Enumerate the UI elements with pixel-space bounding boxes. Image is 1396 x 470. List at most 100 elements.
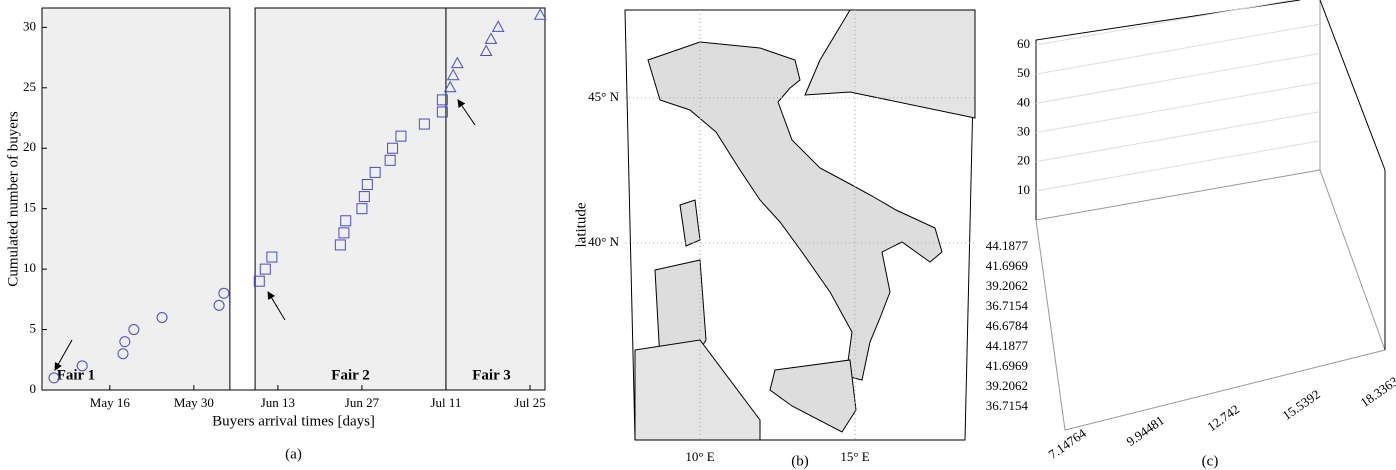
fair-region — [445, 7, 546, 391]
point — [259, 263, 271, 275]
y-tick-label: 40° N — [588, 234, 619, 249]
x-tick-label: 18.3363 — [1358, 373, 1396, 410]
z-tick-label: 40 — [1017, 94, 1030, 109]
point — [213, 299, 225, 311]
point — [48, 372, 60, 384]
z-tick-label: 60 — [1017, 36, 1030, 51]
z-tick-label: 50 — [1017, 65, 1030, 80]
y-tick-label: 30 — [23, 18, 36, 33]
point — [533, 8, 547, 20]
x-tick-label: 15.5392 — [1280, 386, 1323, 423]
fair-region — [41, 7, 231, 391]
italy — [647, 41, 943, 381]
grid-line — [1035, 111, 1321, 163]
point — [451, 56, 464, 69]
x-axis-label: Buyers arrival times [days] — [212, 413, 375, 429]
point — [334, 239, 346, 251]
panel-label: (a) — [285, 446, 302, 462]
y-axis-label: Cumulated number of buyers — [5, 111, 21, 287]
fair-region — [254, 7, 447, 391]
y-tick-label: 46.6784 — [986, 318, 1029, 333]
x-tick-label: May 30 — [174, 395, 214, 410]
arrow — [457, 99, 476, 126]
x-tick-label: Jun 13 — [261, 395, 295, 410]
y-tick-label: 39.2062 — [986, 278, 1028, 293]
point — [119, 336, 131, 348]
point — [369, 166, 381, 178]
point — [128, 324, 140, 336]
x-tick-label: 7.14764 — [1046, 425, 1090, 462]
panel-label: (b) — [791, 453, 809, 469]
point — [395, 130, 407, 142]
z-tick-label: 30 — [1017, 123, 1030, 138]
arrow — [267, 291, 286, 321]
point — [338, 227, 350, 239]
point — [384, 154, 396, 166]
point — [436, 106, 448, 118]
fair-label: Fair 1 — [57, 367, 95, 383]
point — [436, 94, 448, 106]
x-tick-label: 10° E — [685, 449, 714, 464]
panel-a: Fair 1 Fair 2 Fair 3 0 5 10 15 20 25 30 May 16 May … — [5, 7, 547, 462]
point — [156, 311, 168, 323]
z-tick-label: 10 — [1017, 182, 1030, 197]
y-tick-label: 44.1877 — [986, 338, 1029, 353]
grid-line — [1035, 52, 1321, 104]
y-tick-label: 45° N — [588, 89, 619, 104]
panel-c: 10 20 30 40 50 60 44.1877 41.6969 39.2062 36.7154… — [986, 0, 1396, 469]
base-plane — [1035, 169, 1386, 431]
panel-b: 10° E15° E40° N45° Nlongitudelatitude(b) — [573, 9, 976, 469]
y-tick-label: 0 — [30, 381, 37, 396]
z-tick-label: 20 — [1017, 153, 1030, 168]
x-tick-label: 15° E — [840, 449, 869, 464]
panel-label: (c) — [1202, 453, 1219, 469]
x-tick-label: May 16 — [90, 395, 131, 410]
y-tick-label: 41.6969 — [986, 258, 1028, 273]
x-tick-label: Jul 25 — [514, 395, 545, 410]
point — [484, 32, 498, 44]
point — [356, 203, 368, 215]
y-tick-label: 15 — [23, 200, 36, 215]
grid-line — [1035, 0, 1295, 46]
y-tick-label: 10 — [23, 260, 36, 275]
point — [443, 80, 457, 93]
point — [218, 287, 230, 299]
y-tick-label: 36.7154 — [986, 298, 1029, 313]
point — [76, 360, 88, 372]
grid-line — [1035, 82, 1321, 133]
box-edge — [1035, 0, 1301, 220]
y-tick-label: 20 — [23, 139, 36, 154]
point — [266, 251, 278, 263]
x-tick-label: 12.742 — [1204, 401, 1242, 434]
corsica — [679, 199, 701, 247]
fair-label: Fair 2 — [331, 367, 369, 383]
point — [358, 191, 370, 203]
africa — [634, 339, 761, 441]
box-edge — [1319, 0, 1386, 171]
x-tick-label: Jul 11 — [430, 395, 461, 410]
y-axis-label: latitude — [573, 202, 589, 247]
y-tick-label: 25 — [23, 79, 36, 94]
arrow — [54, 339, 73, 371]
point — [418, 118, 430, 130]
y-tick-label: 44.1877 — [986, 238, 1029, 253]
point — [479, 44, 493, 57]
y-tick-label: 41.6969 — [986, 358, 1028, 373]
balkans — [804, 9, 976, 119]
point — [253, 275, 265, 287]
point — [446, 68, 460, 81]
point — [340, 215, 352, 227]
x-tick-label: Jun 27 — [345, 395, 380, 410]
grid-line — [1035, 140, 1321, 192]
point — [387, 142, 399, 154]
fair-label: Fair 3 — [472, 367, 510, 383]
grid-line — [1035, 23, 1321, 75]
y-tick-label: 5 — [30, 321, 37, 336]
y-tick-label: 39.2062 — [986, 378, 1028, 393]
point — [361, 178, 373, 190]
point — [491, 20, 505, 32]
point — [117, 348, 129, 360]
x-tick-label: 9.94481 — [1124, 412, 1167, 449]
sicily — [769, 359, 857, 433]
